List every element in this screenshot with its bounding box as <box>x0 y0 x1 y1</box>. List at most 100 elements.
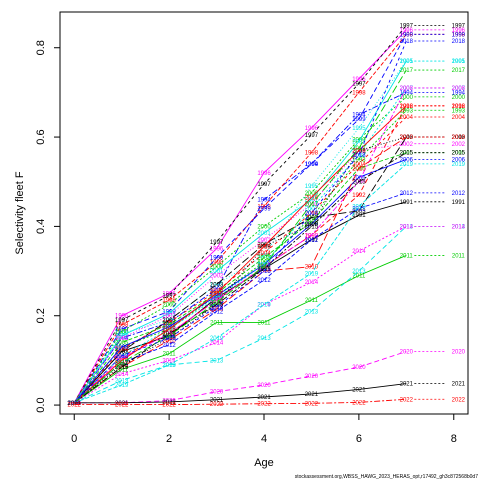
point-label-2003-age7: 2003 <box>400 135 414 141</box>
point-label-1992-age6: 1992 <box>352 193 366 199</box>
series-line-1997 <box>73 25 407 404</box>
point-label-2019-age5: 2019 <box>305 271 319 277</box>
point-label-2006-age5: 2006 <box>305 222 319 228</box>
point-label-1998-age1: 1998 <box>115 323 129 329</box>
series-line-2007 <box>73 87 407 404</box>
point-label-1994-age7: 1994 <box>400 90 414 96</box>
series-line-2014 <box>73 226 407 404</box>
point-label-2019-age2: 2019 <box>162 363 176 369</box>
point-label-1999-age1: 1999 <box>115 327 129 333</box>
point-label-2006-age0: 2006 <box>68 401 82 407</box>
point-label-2020-age3: 2020 <box>210 390 224 396</box>
point-label-2002-age4: 2002 <box>257 238 271 244</box>
point-label-2011-age5: 2011 <box>305 298 319 304</box>
point-label-2008-age6: 2008 <box>352 180 366 186</box>
point-label-1997-age3: 1997 <box>210 240 224 246</box>
point-label-2005-age7: 2005 <box>400 151 414 157</box>
point-label-1994-age5: 1994 <box>305 162 319 168</box>
point-label-2000-age5: 2000 <box>305 191 319 197</box>
point-label-2011-age1: 2011 <box>115 367 129 373</box>
point-label-1995-age3: 1995 <box>210 283 224 289</box>
point-label-2006-age7: 2006 <box>400 157 414 163</box>
point-label-2018-age1: 2018 <box>115 354 129 360</box>
end-label-1997: 1997 <box>452 23 466 29</box>
point-label-1998-age3: 1998 <box>210 260 224 266</box>
y-tick-label-0.8: 0.8 <box>35 40 47 55</box>
point-label-2022-age1: 2022 <box>115 403 129 409</box>
point-label-2009-age3: 2009 <box>210 303 224 309</box>
point-label-2007-age4: 2007 <box>257 262 271 268</box>
point-label-2003-age0: 2003 <box>68 401 82 407</box>
point-label-2005-age3: 2005 <box>210 291 224 297</box>
point-label-2022-age0: 2022 <box>68 403 82 409</box>
point-label-1996-age6: 1996 <box>352 77 366 83</box>
point-label-1996-age2: 1996 <box>162 291 176 297</box>
point-label-1991-age1: 1991 <box>115 350 129 356</box>
point-label-2017-age2: 2017 <box>162 334 176 340</box>
point-label-2009-age7: 2009 <box>400 135 414 141</box>
x-tick-label-6: 6 <box>356 433 362 445</box>
series-2009: 2009 2009 2009 2009 2009 2009 2009 2009 2009 <box>68 135 466 407</box>
point-label-2001-age6: 2001 <box>352 140 366 146</box>
point-label-1998-age5: 1998 <box>305 151 319 157</box>
point-label-2002-age7: 2002 <box>400 142 414 148</box>
x-tick-label-2: 2 <box>166 433 172 445</box>
end-label-2019: 2019 <box>452 162 466 168</box>
point-label-2008-age3: 2008 <box>210 298 224 304</box>
point-label-1994-age2: 1994 <box>162 320 176 326</box>
x-tick-label-4: 4 <box>261 433 267 445</box>
point-label-2004-age4: 2004 <box>257 251 271 257</box>
point-label-2007-age7: 2007 <box>400 86 414 92</box>
point-label-1993-age4: 1993 <box>257 260 271 266</box>
end-label-2003: 2003 <box>452 135 466 141</box>
series-1994: 1994 1994 1994 1994 1994 1994 1994 1994 1994 <box>68 90 466 406</box>
series-2022: 2022 2022 2022 2022 2022 2022 2022 2022 2022 <box>68 397 466 408</box>
point-label-1992-age2: 1992 <box>162 332 176 338</box>
series-line-2021 <box>74 383 407 404</box>
point-label-2002-age1: 2002 <box>115 336 129 342</box>
end-label-2009: 2009 <box>452 135 466 141</box>
series-2015: 2015 2015 2015 2015 2015 2015 2015 2015 2015 <box>68 151 466 407</box>
point-label-2019-age6: 2019 <box>352 204 366 210</box>
point-label-2018-age7: 2018 <box>400 39 414 45</box>
point-label-2021-age6: 2021 <box>352 387 366 393</box>
point-label-1997-age4: 1997 <box>257 182 271 188</box>
point-label-2020-age1: 2020 <box>115 401 129 407</box>
point-label-2007-age3: 2007 <box>210 296 224 302</box>
point-label-2013-age3: 2013 <box>210 358 224 364</box>
point-label-1995-age6: 1995 <box>352 126 366 132</box>
series-2004: 2004 2004 2004 2004 2004 2004 2004 2004 2004 <box>68 115 466 407</box>
point-label-2015-age4: 2015 <box>257 267 271 273</box>
point-label-2021-age0: 2021 <box>68 401 82 407</box>
point-label-2010-age6: 2010 <box>352 166 366 172</box>
end-label-2007: 2007 <box>452 86 466 92</box>
point-label-1995-age1: 1995 <box>115 332 129 338</box>
point-label-2004-age0: 2004 <box>68 401 82 407</box>
point-label-1994-age4: 1994 <box>257 198 271 204</box>
point-label-2017-age6: 2017 <box>352 146 366 152</box>
series-2002: 2002 2002 2002 2002 2002 2002 2002 2002 2002 <box>68 142 466 407</box>
series-line-2015 <box>73 152 407 404</box>
point-label-2016-age4: 2016 <box>257 245 271 251</box>
point-label-2014-age0: 2014 <box>68 401 82 407</box>
point-label-1992-age3: 1992 <box>210 298 224 304</box>
point-label-2010-age4: 2010 <box>257 269 271 275</box>
end-label-2015: 2015 <box>452 151 466 157</box>
series-line-1996 <box>73 29 407 404</box>
series-2019: 2019 2019 2019 2019 2019 2019 2019 2019 2019 <box>68 162 466 407</box>
point-label-2005-age0: 2005 <box>68 401 82 407</box>
series-line-1992 <box>73 105 407 404</box>
point-label-1999-age3: 1999 <box>210 256 224 262</box>
point-label-2010-age2: 2010 <box>162 338 176 344</box>
series-line-1998 <box>73 34 407 404</box>
point-label-1995-age2: 1995 <box>162 318 176 324</box>
point-label-2018-age3: 2018 <box>210 305 224 311</box>
point-label-1993-age2: 1993 <box>162 327 176 333</box>
point-label-2013-age7: 2013 <box>400 224 414 230</box>
point-label-2022-age5: 2022 <box>305 401 319 407</box>
point-label-2007-age5: 2007 <box>305 207 319 213</box>
point-label-2004-age1: 2004 <box>115 347 129 353</box>
end-label-2020: 2020 <box>452 349 466 355</box>
